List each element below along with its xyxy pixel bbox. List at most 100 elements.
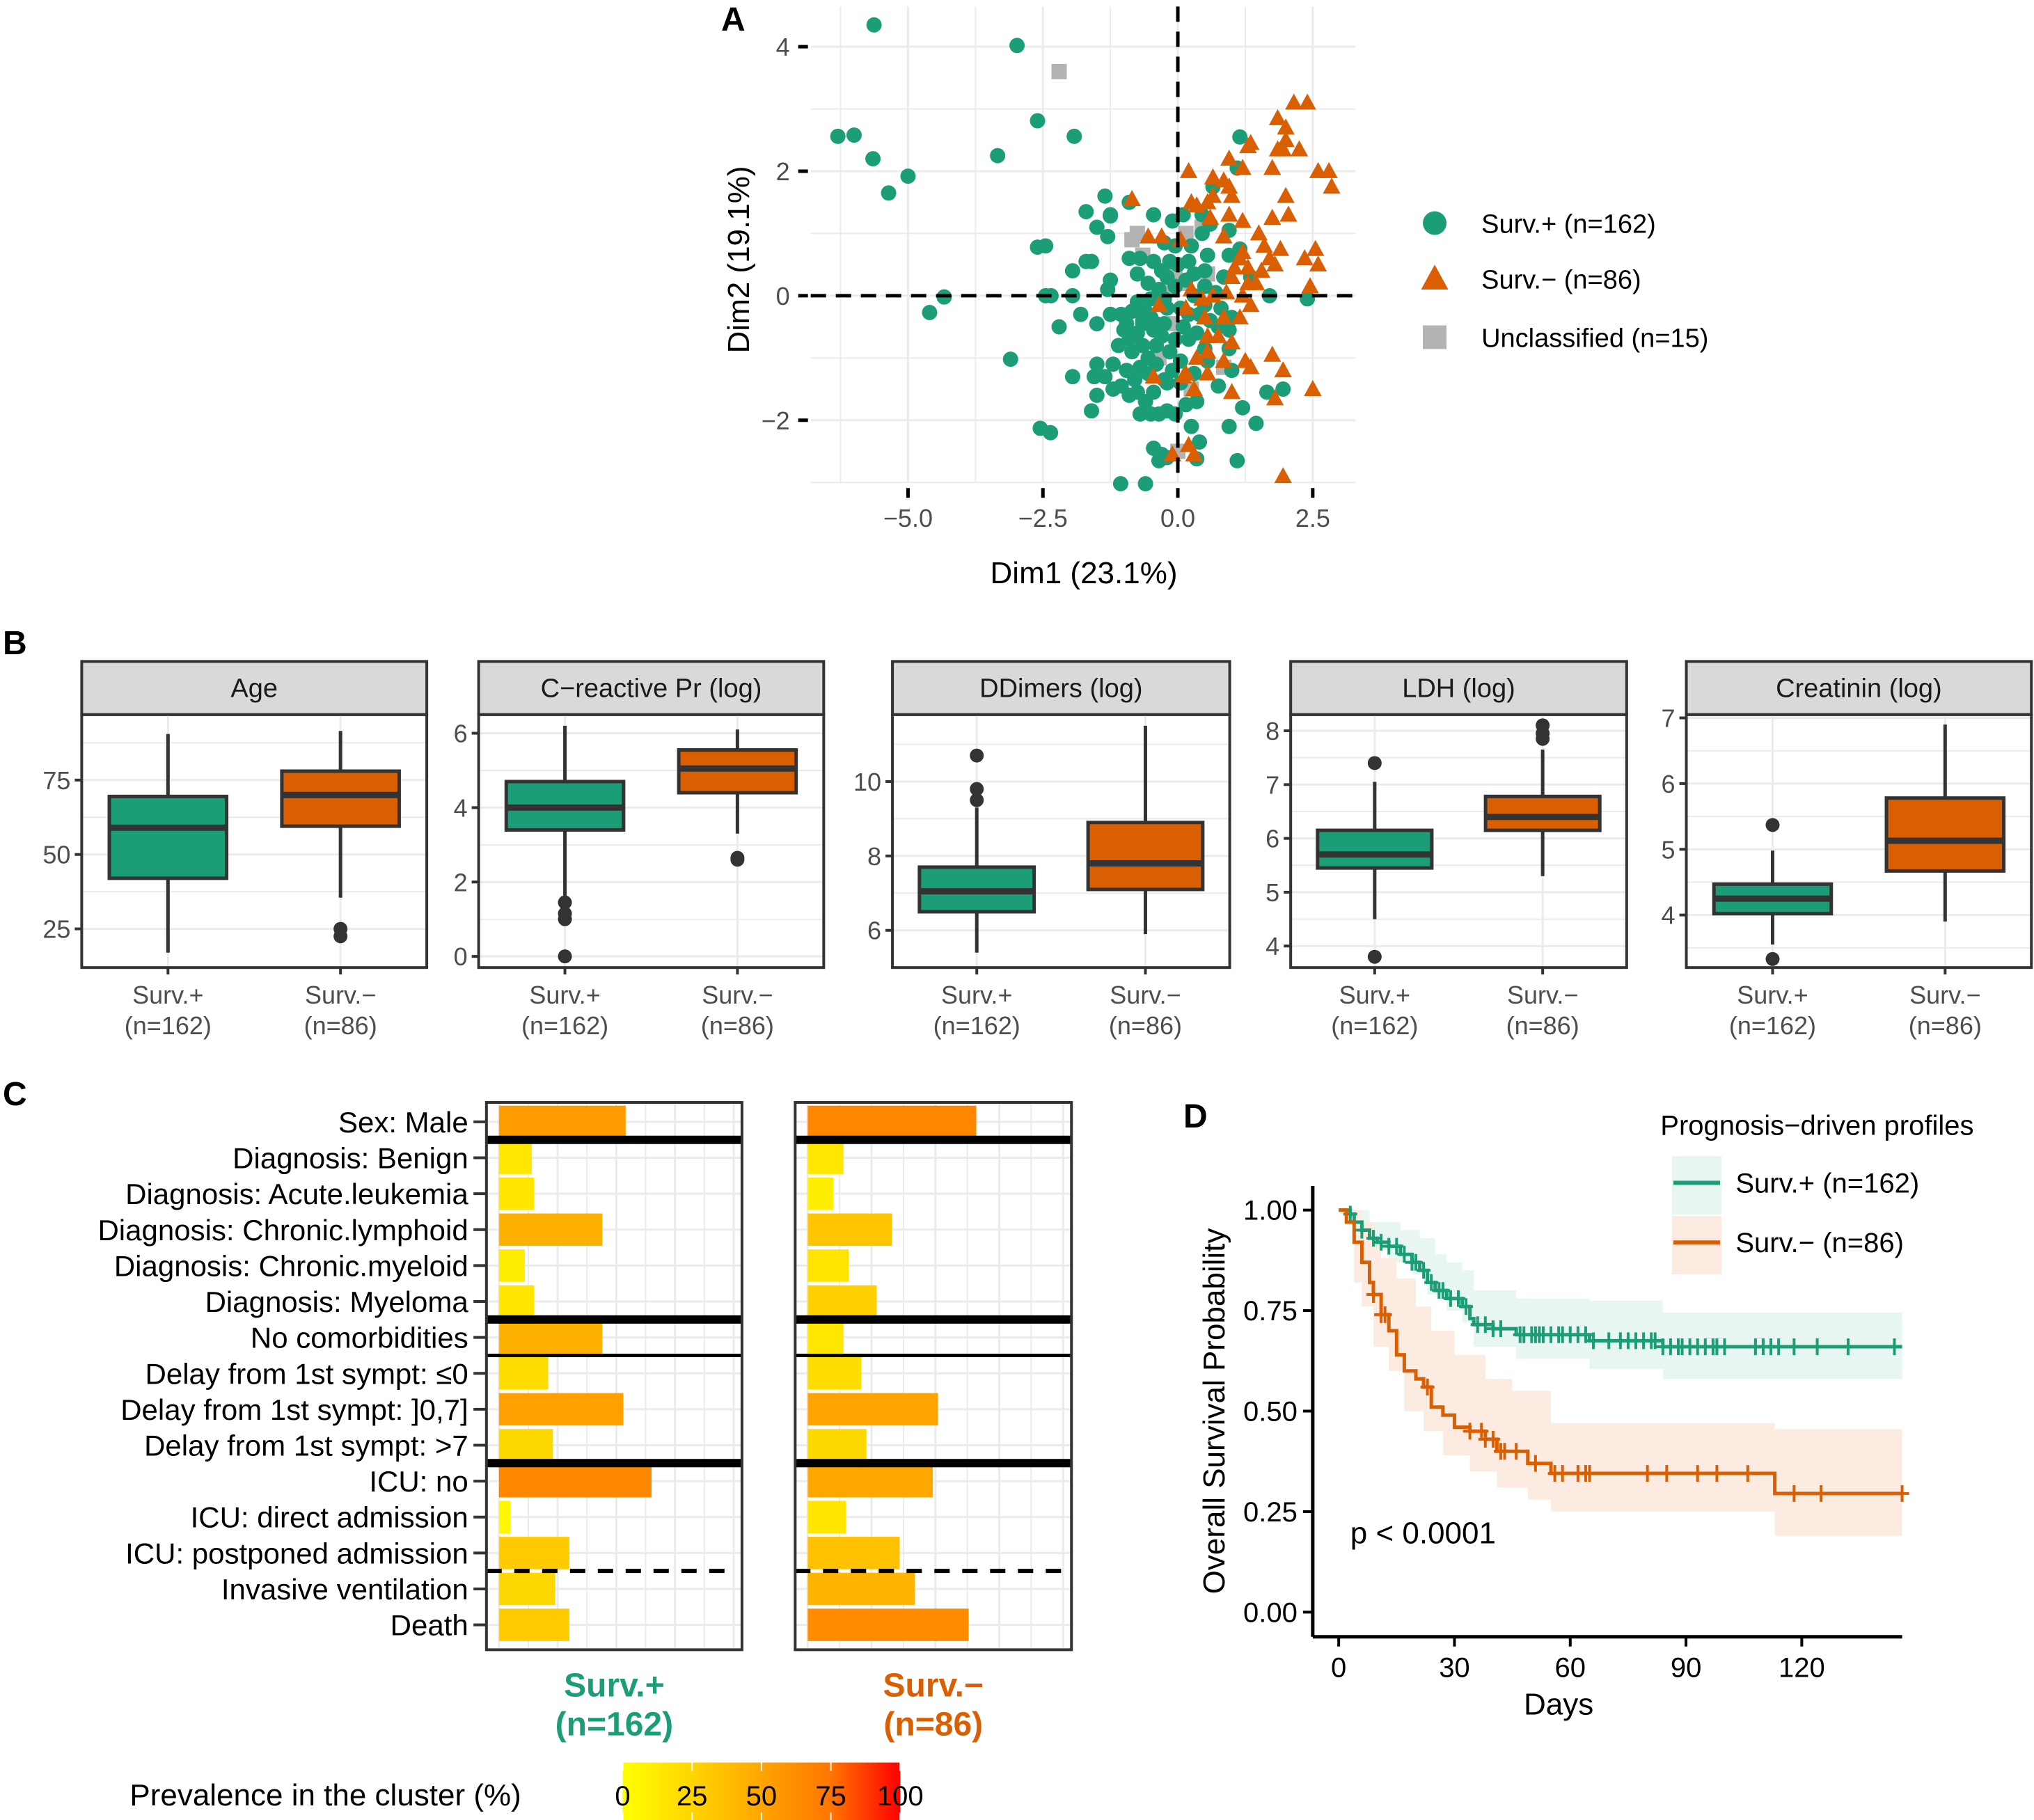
scatter-point-surv-neg — [1268, 140, 1287, 157]
bar — [498, 1356, 549, 1390]
bar — [498, 1429, 553, 1462]
scatter-point-surv-pos — [1183, 238, 1199, 254]
x-tick-label: 0 — [1331, 1653, 1346, 1684]
scatter-point-surv-neg — [1215, 227, 1233, 244]
panel-frame — [484, 1100, 743, 1652]
scatter-point-surv-pos — [1235, 399, 1251, 416]
row-label: Delay from 1st sympt: >7 — [144, 1429, 468, 1462]
bar — [807, 1393, 938, 1426]
scatter-point-surv-pos — [1084, 403, 1100, 419]
scatter-point-surv-pos — [1129, 266, 1145, 282]
legend-key-circle — [1423, 211, 1447, 235]
boxplot-panel-4: LDH (log) 4 5 6 7 8 Surv.+(n=162) Surv.−(n=86) — [1266, 660, 1628, 1040]
scatter-point-surv-neg — [1304, 379, 1322, 396]
boxplot-panel-2: C−reactive Pr (log) 0 2 4 6 Surv.+(n=162) Surv… — [454, 660, 826, 1040]
scatter-point-surv-pos — [1275, 381, 1291, 397]
bar — [807, 1537, 900, 1569]
scatter-point-surv-neg — [1163, 445, 1181, 461]
scatter-point-surv-neg — [1179, 161, 1198, 178]
scatter-point-surv-neg — [1309, 255, 1327, 272]
x-tick-label-n: (n=162) — [933, 1011, 1020, 1040]
row-label: No comorbidities — [251, 1322, 468, 1354]
scatter-point-surv-pos — [1149, 316, 1165, 332]
scatter-point-surv-pos — [1030, 113, 1046, 129]
scatter-point-surv-pos — [1132, 251, 1148, 267]
scatter-point-unclassified — [1051, 63, 1067, 79]
scatter-point-surv-pos — [1183, 418, 1199, 434]
scatter-point-surv-pos — [1002, 351, 1018, 367]
box-iqr — [1884, 796, 2006, 873]
p-value-annotation: p < 0.0001 — [1350, 1517, 1496, 1551]
scatter-point-surv-pos — [1162, 253, 1178, 269]
scatter-point-surv-pos — [1178, 397, 1194, 413]
scatter-point-surv-neg — [1199, 342, 1217, 359]
scatter-point-surv-neg — [1233, 159, 1252, 175]
colorbar-gradient-rect — [622, 1762, 901, 1820]
outlier-point — [730, 853, 745, 867]
x-tick-label-n: (n=162) — [125, 1011, 212, 1040]
bar — [498, 1105, 626, 1139]
colorbar-tick-label: 75 — [815, 1781, 846, 1812]
scatter-point-surv-neg — [1188, 349, 1206, 365]
scatter-point-surv-neg — [1323, 177, 1341, 194]
row-label: ICU: direct admission — [191, 1501, 468, 1534]
x-tick-label: Surv.+ — [941, 981, 1012, 1009]
scatter-point-surv-pos — [1043, 425, 1059, 441]
scatter-point-surv-neg — [1139, 227, 1158, 244]
row-label: Diagnosis: Chronic.lymphoid — [97, 1214, 468, 1247]
scatter-point-surv-pos — [1300, 291, 1316, 307]
scatter-point-surv-pos — [1084, 253, 1100, 269]
outlier-point — [1765, 818, 1780, 832]
panel-letter-a: A — [721, 1, 746, 38]
panel-letter-d: D — [1183, 1098, 1208, 1135]
scatter-point-surv-neg — [1279, 205, 1298, 222]
panel-d-kaplan-meier: 0 30 60 90 120 0.00 0.25 0.50 0.75 1.00 Days Overal… — [1197, 1111, 1973, 1722]
x-tick-label-n: (n=86) — [701, 1011, 774, 1040]
panel-a-y-axis-title: Dim2 (19.1%) — [722, 166, 756, 354]
bar — [807, 1356, 862, 1390]
cluster-label-n: (n=86) — [883, 1706, 983, 1743]
scatter-point-surv-neg — [1196, 308, 1214, 325]
scatter-point-surv-pos — [1146, 207, 1162, 223]
scatter-point-surv-neg — [1193, 290, 1211, 306]
colorbar-tick-label: 0 — [615, 1781, 630, 1812]
x-tick-label: −5.0 — [883, 504, 933, 532]
scatter-point-surv-neg — [1268, 109, 1287, 125]
scatter-point-surv-pos — [922, 305, 938, 321]
scatter-point-surv-neg — [1220, 149, 1238, 166]
scatter-point-unclassified — [1129, 225, 1145, 242]
scatter-point-surv-neg — [1285, 93, 1303, 110]
bar — [498, 1177, 535, 1210]
facet-title: C−reactive Pr (log) — [541, 674, 762, 704]
legend-label: Surv.+ (n=162) — [1481, 210, 1656, 239]
bar — [807, 1464, 933, 1498]
scatter-point-surv-neg — [1247, 274, 1266, 290]
bar — [807, 1213, 892, 1247]
colorbar-tick-label: 25 — [677, 1781, 708, 1812]
scatter-point-surv-pos — [1159, 375, 1175, 391]
x-tick-label: 90 — [1671, 1653, 1702, 1684]
x-tick-label-n: (n=162) — [521, 1011, 608, 1040]
y-tick-label: 0.00 — [1243, 1597, 1298, 1628]
x-tick-label: 2.5 — [1295, 504, 1330, 532]
bar — [807, 1285, 877, 1318]
legend-label: Surv.+ (n=162) — [1735, 1169, 1919, 1199]
scatter-point-surv-neg — [1182, 280, 1201, 296]
y-tick-label: 4 — [1266, 932, 1279, 960]
scatter-point-surv-neg — [1255, 237, 1273, 253]
scatter-point-surv-pos — [1073, 306, 1089, 322]
row-label: Delay from 1st sympt: ≤0 — [145, 1357, 468, 1390]
y-tick-label: 8 — [867, 842, 881, 871]
y-tick-label: 75 — [42, 766, 70, 795]
scatter-point-surv-pos — [1143, 406, 1159, 422]
legend-band-key — [1672, 1156, 1721, 1215]
legend-key-square — [1423, 325, 1447, 349]
scatter-point-surv-pos — [1119, 363, 1135, 379]
panel-frame — [1289, 713, 1628, 970]
scatter-point-surv-neg — [1231, 308, 1249, 325]
facet-strip — [477, 660, 826, 716]
scatter-point-surv-neg — [1220, 205, 1238, 222]
y-tick-label: 8 — [1266, 717, 1279, 745]
x-tick-label-n: (n=162) — [1331, 1011, 1418, 1040]
x-tick-label: 30 — [1439, 1653, 1470, 1684]
